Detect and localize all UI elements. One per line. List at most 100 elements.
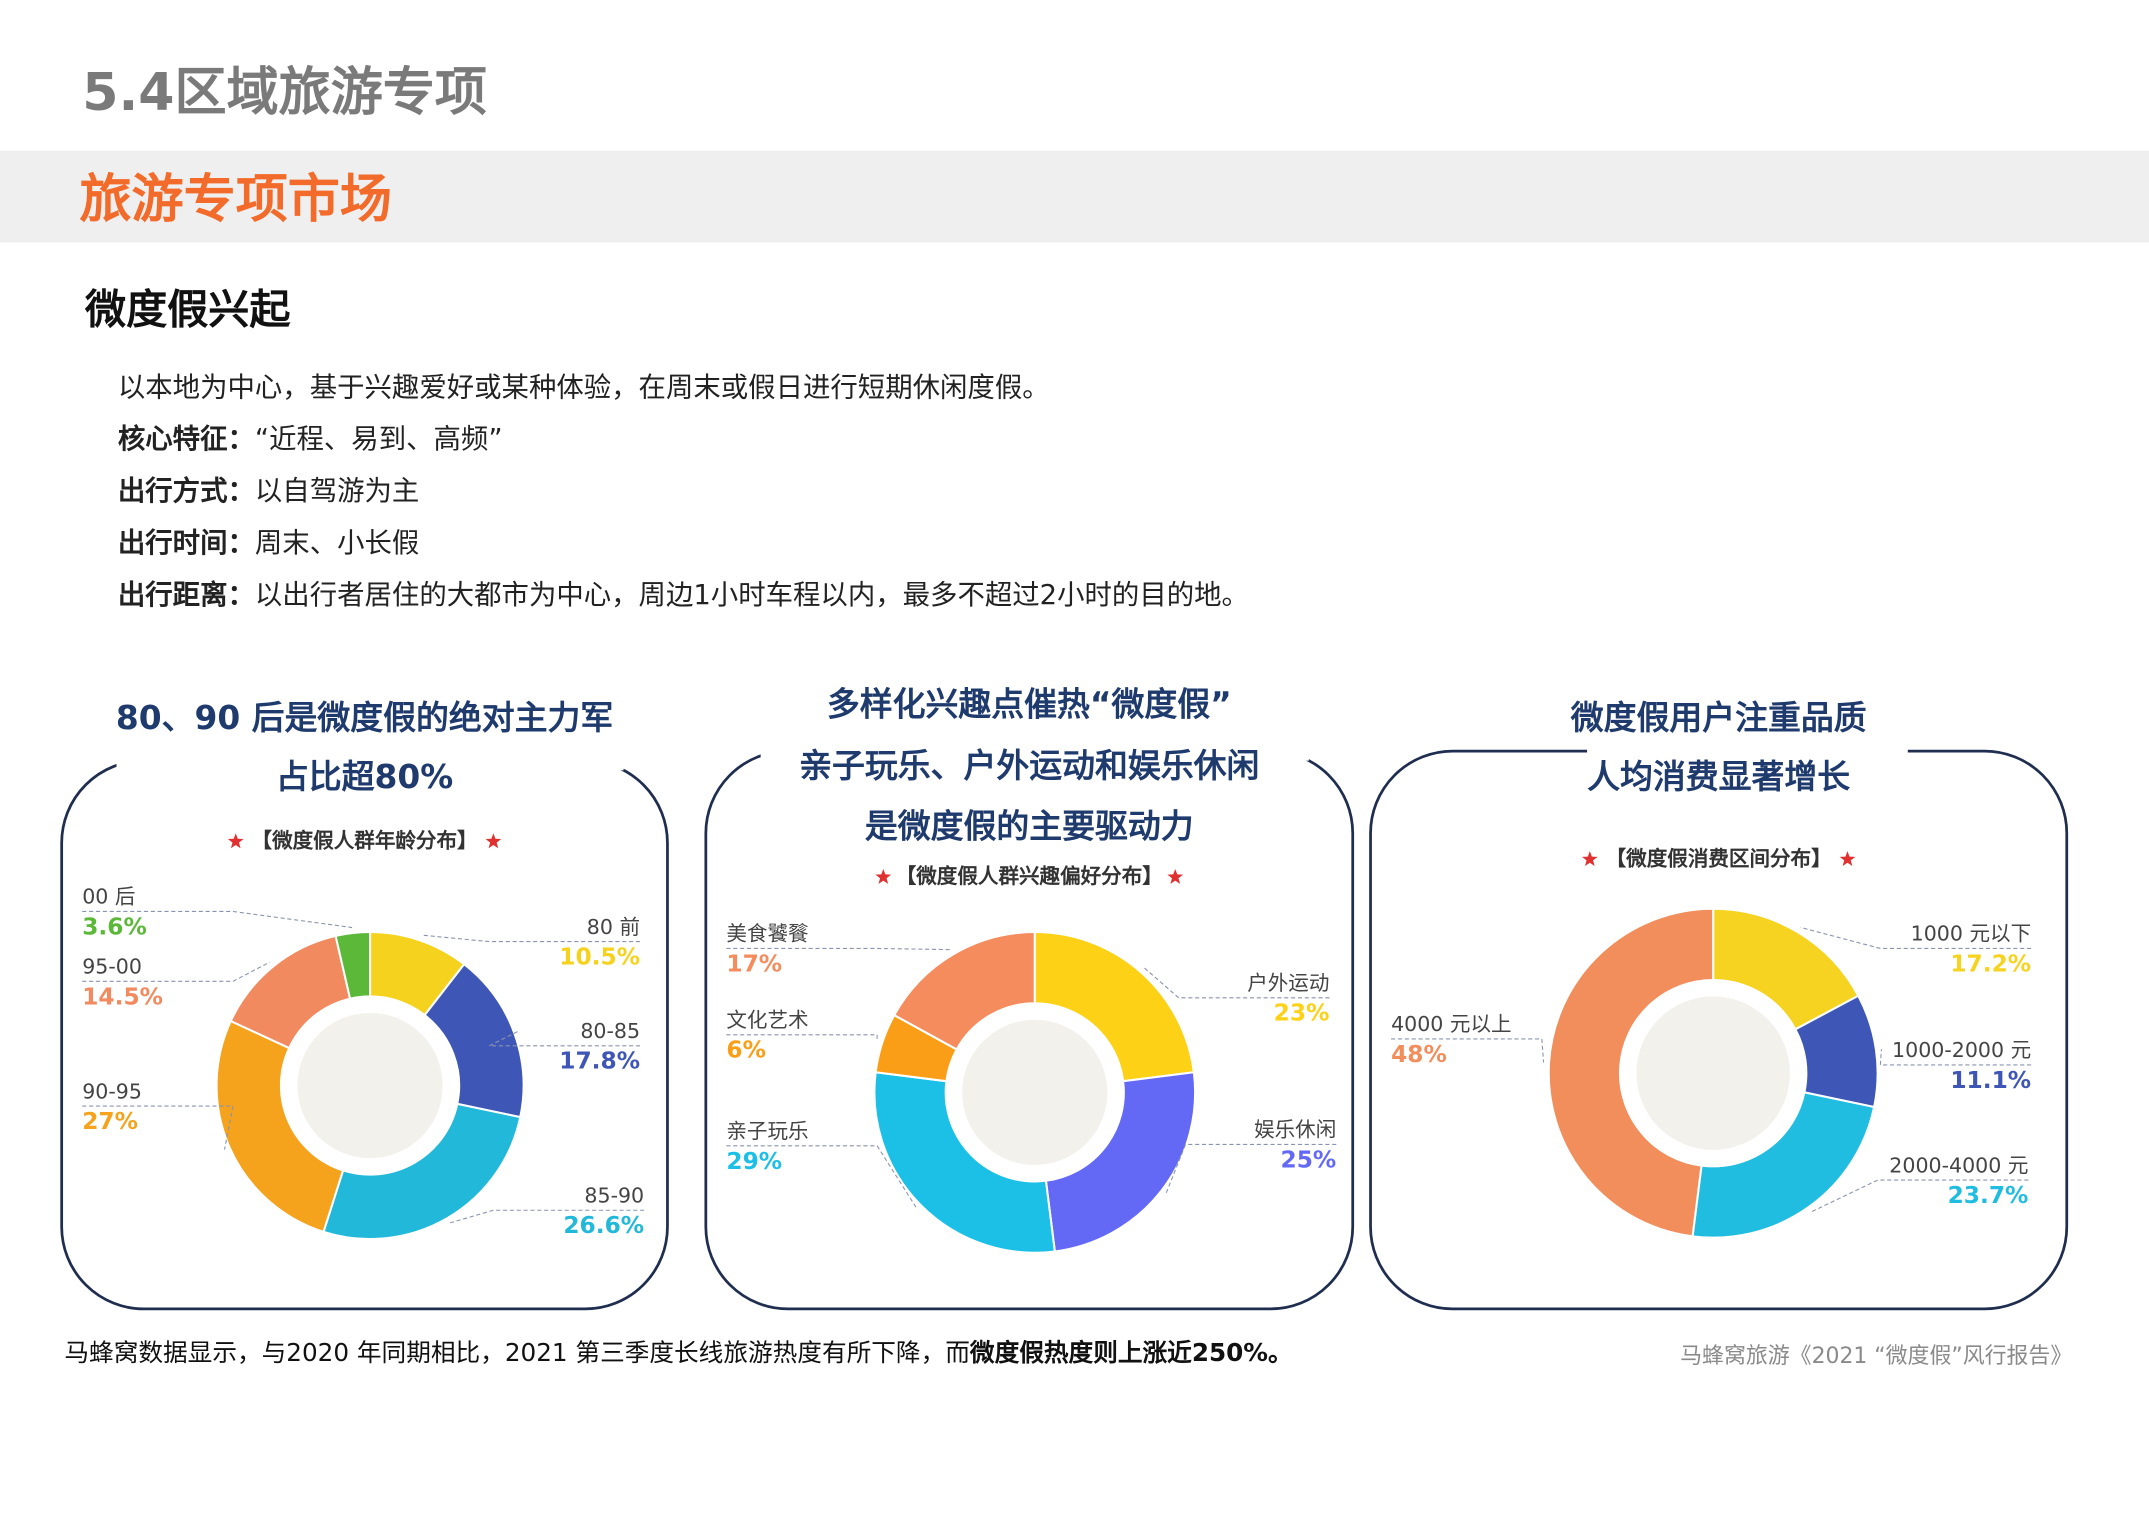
chart-title: 微度假用户注重品质 [1570, 698, 1867, 737]
chart-title: 人均消费显著增长 [1587, 757, 1850, 796]
slice-value: 10.5% [559, 944, 640, 971]
slice-label: 娱乐休闲 [1254, 1118, 1336, 1142]
slice-value: 17.8% [559, 1048, 640, 1075]
feature-text: “近程、易到、高频” [255, 423, 503, 454]
footer-note: 马蜂窝数据显示，与2020 年同期相比，2021 第三季度长线旅游热度有所下降，… [64, 1338, 1292, 1367]
panel-gap [760, 744, 1309, 761]
feature-line: 出行方式：以自驾游为主 [118, 475, 419, 507]
leader-line [726, 1034, 878, 1042]
donut-slice [892, 930, 1036, 1051]
feature-label: 核心特征： [118, 422, 255, 454]
panel-gap [116, 753, 624, 771]
feature-line: 核心特征：“近程、易到、高频” [118, 422, 503, 454]
star [875, 868, 892, 884]
slice-value: 48% [1391, 1041, 1447, 1068]
slice-label: 1000-2000 元 [1892, 1038, 2031, 1062]
slice-label: 95-00 [82, 955, 142, 979]
feature-text: 周末、小长假 [255, 528, 419, 559]
slice-value: 11.1% [1950, 1067, 2031, 1094]
slice-label: 85-90 [584, 1184, 644, 1208]
star [485, 833, 502, 849]
leader-line [82, 1105, 234, 1150]
leader-line [82, 961, 271, 982]
leader-line [1811, 1179, 2029, 1213]
page-title: 5.4区域旅游专项 [82, 63, 487, 123]
slice-value: 17.2% [1950, 950, 2031, 977]
leader-line [421, 934, 641, 943]
slice-value: 23.7% [1948, 1182, 2029, 1209]
section-title: 旅游专项市场 [79, 170, 391, 230]
center-icon [962, 1019, 1108, 1166]
feature-label: 出行方式： [118, 475, 255, 507]
topic-title: 微度假兴起 [84, 285, 291, 333]
slice-label: 1000 元以下 [1911, 922, 2031, 946]
donut-slice [1033, 930, 1195, 1083]
feature-line: 出行时间：周末、小长假 [118, 527, 419, 559]
donut-slice [215, 1019, 345, 1234]
slice-label: 2000-4000 元 [1889, 1153, 2028, 1177]
star [1582, 851, 1598, 867]
leader-line [726, 947, 951, 951]
donut-slice [1044, 1071, 1197, 1253]
chart-title: 多样化兴趣点催热“微度假” [827, 684, 1232, 723]
star [1167, 868, 1184, 884]
leader-line [1800, 926, 2032, 950]
feature-line: 出行距离：以出行者居住的大都市为中心，周边1小时车程以内，最多不超过2小时的目的… [118, 579, 1249, 611]
center-icon [297, 1012, 443, 1159]
note-bold: 微度假热度则上涨近250%。 [969, 1338, 1293, 1367]
slice-label: 美食饕餮 [726, 922, 808, 946]
center-icon [1636, 996, 1790, 1150]
donut-slice [1547, 907, 1715, 1238]
slice-label: 户外运动 [1247, 971, 1329, 995]
slice-label: 亲子玩乐 [726, 1119, 808, 1143]
leader-line [1165, 1143, 1337, 1195]
slice-value: 3.6% [82, 913, 147, 940]
slice-label: 4000 元以上 [1391, 1012, 1511, 1036]
chart-subtitle: 【微度假消费区间分布】 [1606, 846, 1832, 870]
chart-title: 80、90 后是微度假的绝对主力军 [116, 698, 613, 737]
donut-slice [1691, 1091, 1876, 1239]
slice-value: 14.5% [82, 983, 163, 1010]
slice-value: 17% [726, 950, 782, 977]
slice-value: 25% [1281, 1146, 1337, 1173]
intro: 以本地为中心，基于兴趣爱好或某种体验，在周末或假日进行短期休闲度假。 [118, 373, 1050, 404]
donut-slice [322, 1102, 522, 1241]
star [1839, 851, 1856, 867]
chart-subtitle: 【微度假人群年龄分布】 [252, 829, 478, 853]
donut-slice [873, 1071, 1057, 1254]
chart-subtitle: 【微度假人群兴趣偏好分布】 [896, 864, 1163, 888]
leader-line [1391, 1038, 1545, 1063]
slice-value: 26.6% [563, 1212, 644, 1239]
slice-label: 80 前 [587, 915, 640, 939]
chart-title: 亲子玩乐、户外运动和娱乐休闲 [799, 746, 1259, 785]
source: 马蜂窝旅游《2021 “微度假”风行报告》 [1680, 1344, 2072, 1369]
slice-value: 27% [82, 1108, 138, 1135]
note: 马蜂窝数据显示，与2020 年同期相比，2021 第三季度长线旅游热度有所下降，… [64, 1338, 970, 1367]
leader-line [726, 1145, 918, 1210]
section-band [0, 150, 2149, 243]
slice-label: 90-95 [82, 1079, 142, 1103]
chart: 多样化兴趣点催热“微度假” 亲子玩乐、户外运动和娱乐休闲是微度假的主要驱动力【微度… [704, 684, 1355, 1311]
chart-title: 是微度假的主要驱动力 [865, 806, 1194, 845]
slice-value: 6% [726, 1037, 766, 1064]
slice-label: 80-85 [580, 1019, 640, 1043]
donut-slice [334, 930, 372, 1000]
feature-text: 以自驾游为主 [255, 476, 419, 507]
slice-value: 23% [1274, 1000, 1330, 1027]
feature-lines: 核心特征：“近程、易到、高频”出行方式：以自驾游为主出行时间：周末、小长假出行距… [118, 422, 1249, 610]
leader-line [82, 910, 353, 929]
feature-label: 出行时间： [118, 527, 255, 559]
star [227, 833, 244, 849]
panel-gap [1587, 744, 1908, 761]
feature-text: 以出行者居住的大都市为中心，周边1小时车程以内，最多不超过2小时的目的地。 [255, 580, 1249, 611]
slice-label: 文化艺术 [726, 1008, 808, 1032]
feature-label: 出行距离： [118, 579, 255, 611]
chart-title: 占比超80% [276, 757, 453, 796]
slice-label: 00 后 [82, 885, 135, 909]
leader-line [489, 1030, 641, 1047]
slice-value: 29% [726, 1148, 782, 1175]
